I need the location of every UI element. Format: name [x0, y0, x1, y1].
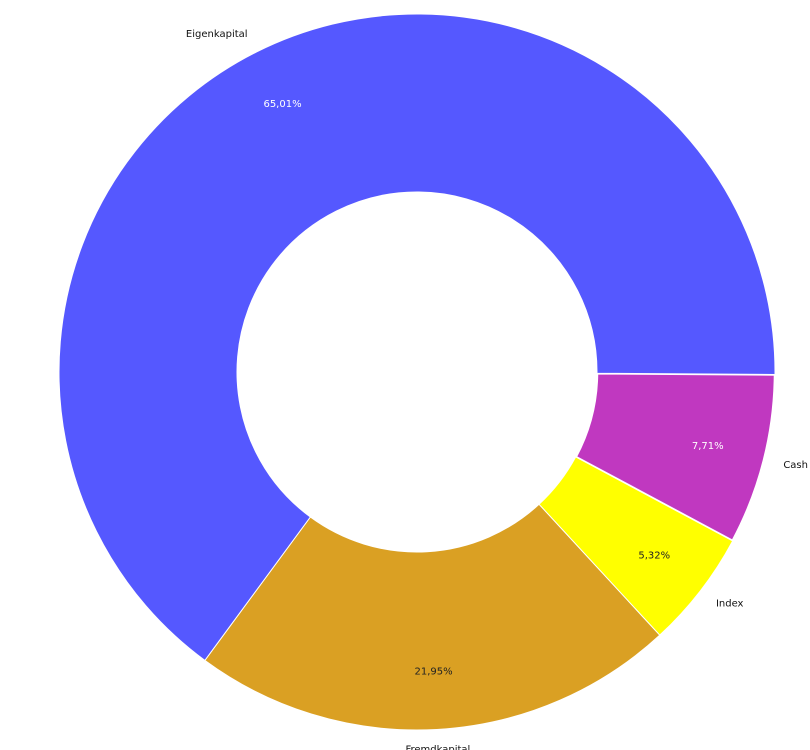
slice-eigenkapital[interactable] [58, 13, 776, 662]
category-label-fremdkapital: Fremdkapital [405, 744, 470, 750]
category-label-cash: Cash [783, 460, 808, 471]
value-label-index: 5,32% [638, 551, 670, 562]
value-label-eigenkapital: 65,01% [263, 99, 301, 110]
category-label-eigenkapital: Eigenkapital [186, 29, 248, 40]
value-label-fremdkapital: 21,95% [415, 667, 453, 678]
slice-fremdkapital[interactable] [204, 503, 661, 731]
category-label-index: Index [716, 598, 744, 609]
value-label-cash: 7,71% [692, 441, 724, 452]
